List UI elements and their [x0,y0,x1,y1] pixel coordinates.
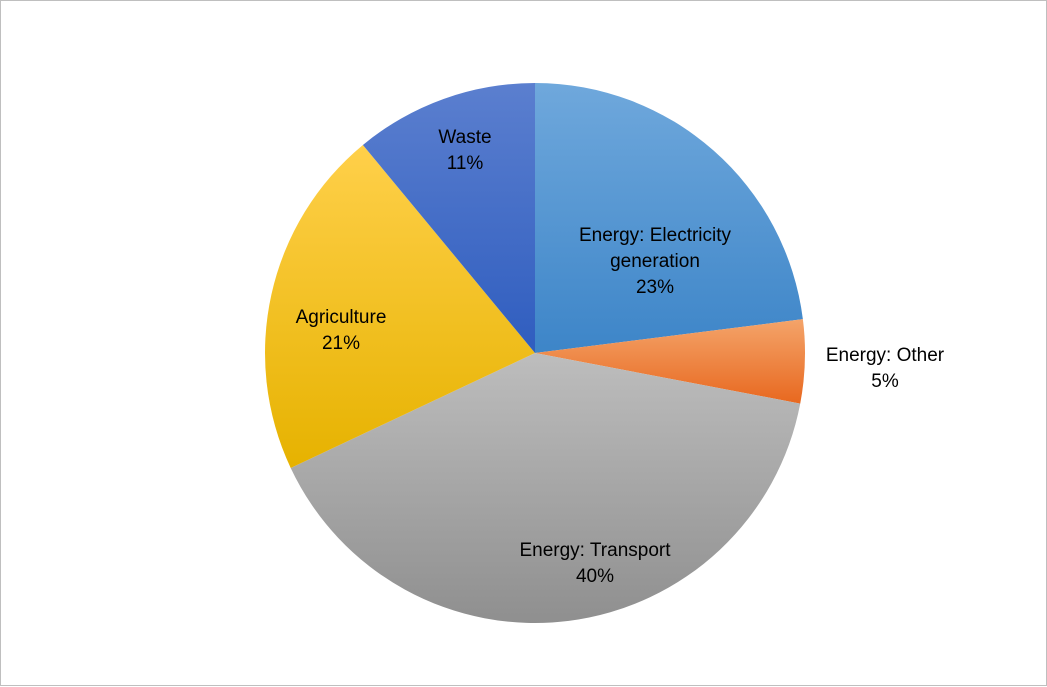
pie-data-labels: Energy: Electricity generation 23%Energy: … [296,127,945,587]
pie-slice-5 [362,83,535,353]
data-label-value: 5% [871,371,899,392]
data-label-category: Energy: Other [826,345,945,366]
data-label-category: Waste [438,127,491,148]
data-label-1: Energy: Electricity generation 23% [579,225,732,298]
pie-slice-4 [264,144,535,468]
pie-slice-2 [535,319,805,404]
data-label-value: 23% [636,277,674,298]
data-label-value: 40% [576,566,614,587]
data-label-category: Energy: Transport [519,540,671,561]
pie-slice-1 [535,83,803,353]
data-label-category: generation [610,251,700,272]
data-label-value: 11% [447,153,484,174]
data-label-category: Agriculture [296,307,387,328]
pie-slice-3 [290,353,801,623]
data-label-5: Waste 11% [438,127,491,174]
data-label-3: Energy: Transport 40% [519,540,671,587]
pie-slices [264,83,805,623]
data-label-value: 21% [322,333,360,354]
data-label-2: Energy: Other 5% [826,345,945,392]
data-label-category: Energy: Electricity [579,225,732,246]
data-label-4: Agriculture 21% [296,307,387,354]
